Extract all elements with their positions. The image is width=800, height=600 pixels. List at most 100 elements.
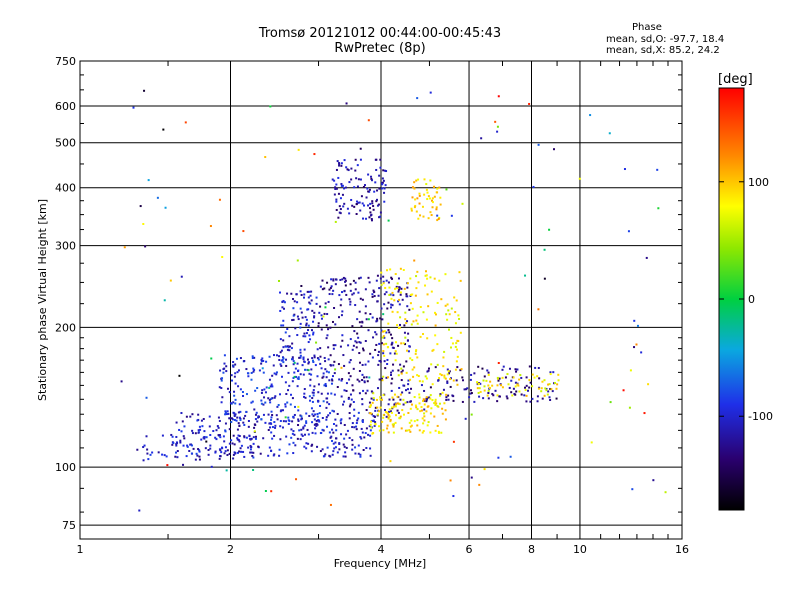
data-point	[291, 319, 294, 322]
data-point	[383, 409, 386, 412]
data-point	[303, 296, 306, 299]
data-point	[449, 378, 452, 381]
data-point	[205, 440, 208, 443]
data-point	[339, 208, 342, 211]
data-point	[555, 387, 558, 390]
data-point	[307, 341, 310, 344]
data-point	[483, 468, 486, 471]
data-point	[296, 385, 299, 388]
data-point	[348, 417, 351, 420]
data-point	[374, 406, 377, 409]
data-point	[425, 188, 428, 191]
data-point	[456, 383, 459, 386]
data-point	[249, 437, 252, 440]
data-point	[404, 343, 407, 346]
data-point	[448, 372, 451, 375]
data-point	[285, 420, 288, 423]
data-point	[406, 305, 409, 308]
data-point	[143, 89, 146, 92]
data-point	[361, 373, 364, 376]
data-point	[242, 450, 245, 453]
data-point	[334, 441, 337, 444]
data-point	[239, 447, 242, 450]
data-point	[636, 324, 639, 327]
data-point	[319, 450, 322, 453]
data-point	[260, 358, 263, 361]
data-point	[274, 426, 277, 429]
data-point	[466, 387, 469, 390]
data-point	[429, 431, 432, 434]
data-point	[344, 277, 347, 280]
data-point	[454, 322, 457, 325]
data-point	[279, 351, 282, 354]
data-point	[322, 400, 325, 403]
data-point	[326, 425, 329, 428]
data-point	[414, 350, 417, 353]
data-point	[249, 451, 252, 454]
data-point	[335, 208, 338, 211]
data-point	[295, 293, 298, 296]
data-point	[252, 436, 255, 439]
data-point	[390, 382, 393, 385]
data-point	[380, 307, 383, 310]
data-point	[455, 348, 458, 351]
data-point	[333, 393, 336, 396]
data-point	[481, 367, 484, 370]
data-point	[434, 429, 437, 432]
data-point	[157, 451, 160, 454]
data-point	[401, 409, 404, 412]
data-point	[182, 463, 185, 466]
data-point	[363, 184, 366, 187]
annotation-heading: Phase	[632, 22, 662, 33]
data-point	[438, 216, 441, 219]
data-point	[245, 436, 248, 439]
data-point	[422, 215, 425, 218]
data-point	[225, 365, 228, 368]
data-point	[313, 385, 316, 388]
data-point	[533, 376, 536, 379]
data-point	[300, 293, 303, 296]
data-point	[243, 455, 246, 458]
data-point	[436, 191, 439, 194]
data-point	[232, 411, 235, 414]
data-point	[322, 315, 325, 318]
data-point	[286, 452, 289, 455]
data-point	[421, 205, 424, 208]
data-point	[314, 427, 317, 430]
data-point	[429, 179, 432, 182]
data-point	[399, 363, 402, 366]
y-tick-label: 600	[55, 100, 76, 113]
data-point	[190, 452, 193, 455]
data-point	[396, 395, 399, 398]
data-point	[405, 371, 408, 374]
data-point	[470, 413, 473, 416]
data-point	[339, 304, 342, 307]
data-point	[341, 184, 344, 187]
data-point	[381, 177, 384, 180]
data-point	[371, 200, 374, 203]
data-point	[243, 436, 246, 439]
data-point	[341, 278, 344, 281]
data-point	[240, 444, 243, 447]
data-point	[389, 460, 392, 463]
data-point	[221, 396, 224, 399]
data-point	[345, 446, 348, 449]
data-point	[381, 181, 384, 184]
data-point	[348, 436, 351, 439]
data-point	[329, 503, 332, 506]
data-point	[388, 408, 391, 411]
data-point	[237, 434, 240, 437]
data-point	[340, 314, 343, 317]
data-point	[286, 401, 289, 404]
data-point	[305, 318, 308, 321]
data-point	[276, 405, 279, 408]
data-point	[338, 294, 341, 297]
data-point	[454, 345, 457, 348]
data-point	[311, 397, 314, 400]
data-point	[454, 311, 457, 314]
data-point	[549, 387, 552, 390]
data-point	[298, 429, 301, 432]
data-point	[327, 358, 330, 361]
data-point	[397, 411, 400, 414]
